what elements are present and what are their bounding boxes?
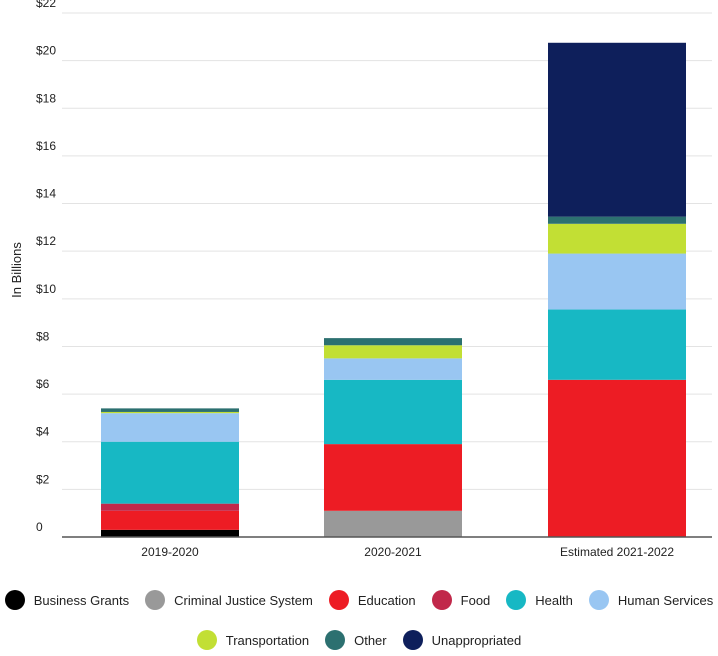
- bar-segment-food: [101, 503, 239, 511]
- legend-row-1: Business Grants Criminal Justice System Ed…: [0, 590, 718, 610]
- legend-swatch: [588, 590, 609, 610]
- y-tick-label: $14: [36, 187, 56, 201]
- y-tick-label: $10: [36, 282, 56, 296]
- bar-segment-health: [324, 379, 462, 445]
- bar-segment-education: [324, 444, 462, 511]
- y-axis-label: In Billions: [9, 242, 24, 298]
- x-axis-categories: 2019-2020 2020-2021 Estimated 2021-2022: [141, 545, 674, 559]
- legend-item: Criminal Justice System: [145, 590, 313, 610]
- legend-swatch: [325, 630, 346, 650]
- bar-segment-transportation: [101, 411, 239, 414]
- legend-label: Education: [357, 592, 416, 608]
- bar-segment-transportation: [324, 345, 462, 359]
- legend-item: Business Grants: [4, 590, 130, 610]
- bars: [101, 42, 686, 537]
- bar-segment-human-services: [101, 413, 239, 442]
- legend-swatch: [196, 630, 217, 650]
- x-category-label: 2019-2020: [141, 545, 199, 559]
- stacked-bar-chart: 0 $2 $4 $6 $8 $10 $12 $14 $16 $18 $20 $22 In Billio…: [9, 0, 712, 559]
- bar-segment-criminal-justice-system: [324, 510, 462, 537]
- legend-item: Other: [325, 630, 387, 650]
- legend-swatch: [431, 590, 452, 610]
- y-tick-label: 0: [36, 520, 43, 534]
- legend-row-2: Transportation Other Unappropriated: [0, 630, 718, 650]
- legend-item: Food: [431, 590, 491, 610]
- y-tick-label: $8: [36, 329, 50, 343]
- legend-item: Education: [328, 590, 416, 610]
- legend-swatch: [328, 590, 349, 610]
- legend-label: Human Services: [617, 592, 714, 608]
- bar-segment-education: [548, 379, 686, 537]
- legend-item: Unappropriated: [402, 630, 522, 650]
- legend-item: Transportation: [196, 630, 310, 650]
- legend-label: Transportation: [225, 632, 310, 648]
- legend-swatch: [402, 630, 423, 650]
- bar-segment-business-grants: [101, 529, 239, 537]
- bar-segment-other: [101, 408, 239, 412]
- x-category-label: Estimated 2021-2022: [560, 545, 674, 559]
- legend-swatch: [145, 590, 166, 610]
- x-category-label: 2020-2021: [364, 545, 422, 559]
- legend-label: Business Grants: [33, 592, 130, 608]
- legend-swatch: [4, 590, 25, 610]
- legend-label: Unappropriated: [431, 632, 522, 648]
- bar-segment-human-services: [548, 253, 686, 310]
- bar-segment-other: [324, 338, 462, 346]
- y-tick-label: $20: [36, 44, 56, 58]
- bar-segment-human-services: [324, 358, 462, 380]
- bar-segment-education: [101, 510, 239, 530]
- y-tick-label: $18: [36, 91, 56, 105]
- bar-segment-other: [548, 216, 686, 224]
- y-tick-label: $16: [36, 139, 56, 153]
- legend-item: Health: [506, 590, 573, 610]
- bar-segment-unappropriated: [548, 42, 686, 217]
- y-tick-label: $12: [36, 234, 56, 248]
- bar-segment-health: [101, 441, 239, 504]
- y-axis-ticks: 0 $2 $4 $6 $8 $10 $12 $14 $16 $18 $20 $22: [36, 0, 56, 534]
- legend-label: Health: [535, 592, 573, 608]
- y-tick-label: $22: [36, 0, 56, 10]
- legend-item: Human Services: [588, 590, 714, 610]
- y-tick-label: $6: [36, 377, 50, 391]
- y-tick-label: $4: [36, 425, 50, 439]
- legend-label: Criminal Justice System: [174, 592, 313, 608]
- legend-label: Food: [460, 592, 491, 608]
- bar-segment-health: [548, 309, 686, 380]
- legend-swatch: [506, 590, 527, 610]
- bar-segment-transportation: [548, 223, 686, 254]
- legend-label: Other: [354, 632, 387, 648]
- y-tick-label: $2: [36, 472, 50, 486]
